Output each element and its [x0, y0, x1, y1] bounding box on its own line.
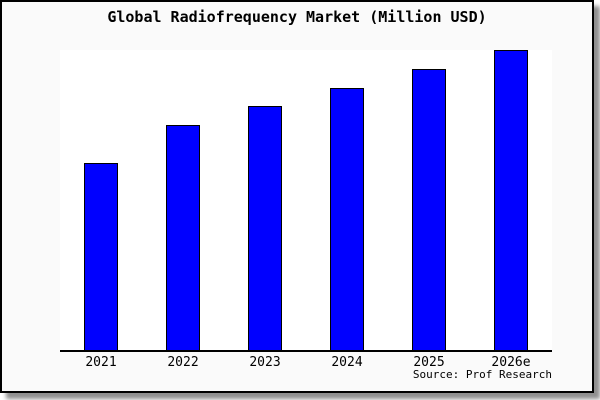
x-tick-label-2021: 2021: [85, 355, 117, 370]
x-tick-label-2026e: 2026e: [491, 355, 531, 370]
bar-slot-2021: [60, 50, 142, 350]
bar-2026e: [494, 50, 528, 350]
bars-row: [60, 50, 552, 350]
x-tick-label-2022: 2022: [167, 355, 199, 370]
bar-slot-2023: [224, 50, 306, 350]
bar-2021: [84, 162, 118, 350]
bar-2025: [412, 68, 446, 350]
x-tick-label-2025: 2025: [413, 355, 445, 370]
bar-slot-2022: [142, 50, 224, 350]
chart-title: Global Radiofrequency Market (Million US…: [107, 8, 487, 26]
x-tick-label-2024: 2024: [331, 355, 363, 370]
x-axis-labels: 2021 2022 2023 2024 2025 2026e: [60, 355, 552, 371]
bar-slot-2026e: [470, 50, 552, 350]
source-label: Source: Prof Research: [412, 368, 552, 381]
bar-2023: [248, 106, 282, 350]
bar-2022: [166, 125, 200, 350]
bar-slot-2024: [306, 50, 388, 350]
chart-card: Global Radiofrequency Market (Million US…: [0, 0, 594, 393]
plot-area: [60, 50, 552, 352]
bar-slot-2025: [388, 50, 470, 350]
bar-2024: [330, 87, 364, 350]
x-tick-label-2023: 2023: [249, 355, 281, 370]
